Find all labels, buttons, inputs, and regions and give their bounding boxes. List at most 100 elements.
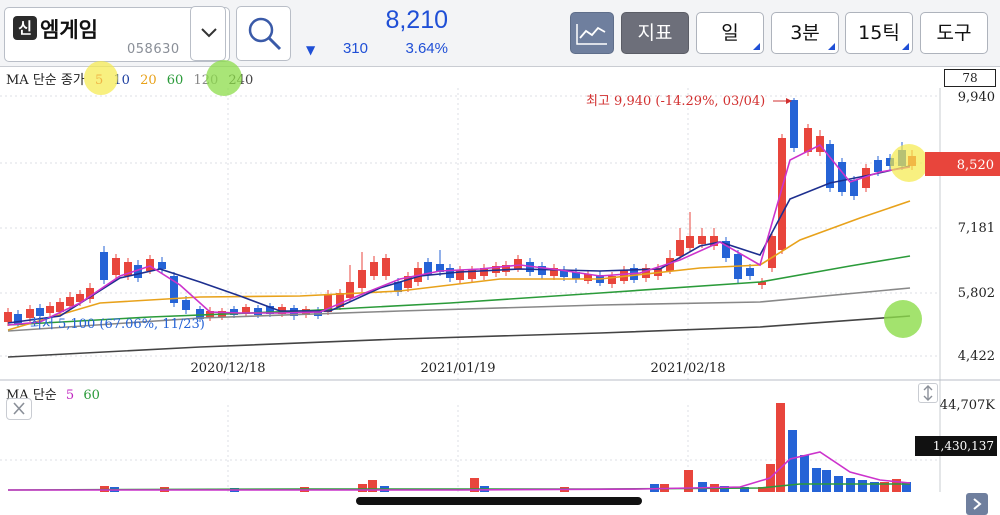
date-label: 2020/12/18 bbox=[191, 361, 266, 376]
volume-ma-period-5[interactable]: 5 bbox=[65, 388, 75, 403]
volume-ma5-line bbox=[8, 451, 911, 491]
candle bbox=[112, 258, 120, 275]
volume-bar bbox=[846, 478, 855, 492]
ma5-line bbox=[7, 143, 911, 326]
axis-top-value: 78 bbox=[944, 69, 996, 87]
volume-bar bbox=[892, 479, 901, 492]
candle bbox=[826, 144, 834, 188]
corner-indicator-icon bbox=[902, 43, 909, 50]
candle bbox=[572, 272, 580, 279]
volume-axis-max: 44,707K bbox=[940, 398, 995, 413]
candle bbox=[722, 241, 730, 258]
moving-average-lines bbox=[7, 143, 911, 358]
volume-bar bbox=[776, 403, 785, 492]
ma20-line bbox=[7, 200, 911, 331]
candle bbox=[170, 276, 178, 303]
highlight-marker bbox=[84, 61, 118, 95]
candle bbox=[242, 307, 250, 314]
current-price-tag bbox=[925, 152, 1000, 176]
candle bbox=[4, 312, 12, 322]
vertical-resize-icon bbox=[923, 385, 933, 401]
close-panel-button[interactable] bbox=[6, 398, 32, 420]
corner-indicator-icon bbox=[753, 43, 760, 50]
candle bbox=[758, 282, 766, 285]
period-minute-button[interactable]: 3분 bbox=[771, 12, 839, 54]
candle bbox=[14, 314, 22, 324]
line-chart-icon bbox=[576, 24, 607, 45]
stock-dropdown-button[interactable] bbox=[190, 6, 226, 61]
candle bbox=[86, 288, 94, 299]
volume-bar bbox=[740, 487, 749, 492]
volume-bar bbox=[684, 470, 693, 492]
volume-bar bbox=[880, 482, 889, 492]
candle bbox=[768, 236, 776, 268]
price-change-percent: 3.64% bbox=[405, 40, 448, 57]
header-toolbar: 신 엠게임 058630 8,210 ▼ 310 3.64% 지표 일 3분 1… bbox=[0, 0, 1000, 67]
candle bbox=[336, 293, 344, 307]
ma240-line bbox=[7, 315, 911, 358]
candle bbox=[666, 258, 674, 271]
candle bbox=[514, 259, 522, 269]
resize-panel-button[interactable] bbox=[918, 383, 938, 403]
candle bbox=[838, 162, 846, 192]
volume-bar bbox=[812, 468, 821, 492]
candle bbox=[76, 294, 84, 302]
volume-bar bbox=[788, 430, 797, 492]
candle bbox=[370, 262, 378, 276]
down-arrow-icon: ▼ bbox=[306, 43, 316, 57]
candle bbox=[538, 266, 546, 275]
candle bbox=[874, 160, 882, 172]
indicator-button[interactable]: 지표 bbox=[621, 12, 689, 54]
search-button[interactable] bbox=[236, 6, 291, 61]
volume-bar bbox=[870, 482, 879, 492]
volume-ma-lines bbox=[7, 451, 911, 491]
volume-bar bbox=[470, 478, 479, 492]
ma-period-60[interactable]: 60 bbox=[166, 73, 184, 88]
candle bbox=[266, 306, 274, 314]
candle bbox=[686, 236, 694, 248]
candle bbox=[36, 308, 44, 316]
volume-bar bbox=[822, 470, 831, 492]
candle bbox=[424, 262, 432, 275]
ma-period-20[interactable]: 20 bbox=[140, 73, 157, 88]
tools-button[interactable]: 도구 bbox=[920, 12, 988, 54]
candle bbox=[746, 268, 754, 276]
stock-code: 058630 bbox=[127, 42, 180, 57]
low-annotation: 최저 5,100 (67.06%, 11/23) bbox=[30, 317, 205, 332]
date-label: 2021/02/18 bbox=[651, 361, 726, 376]
candle bbox=[816, 136, 824, 152]
ma60-line bbox=[7, 255, 911, 326]
chart-type-button[interactable] bbox=[570, 12, 614, 54]
candle bbox=[480, 268, 488, 276]
chevron-right-icon bbox=[973, 498, 982, 510]
scroll-next-button[interactable] bbox=[966, 493, 988, 515]
period-tick-label: 15틱 bbox=[858, 22, 900, 44]
candle bbox=[100, 252, 108, 280]
volume-bar bbox=[800, 455, 809, 492]
candle bbox=[394, 282, 402, 292]
candle bbox=[134, 265, 142, 278]
current-price: 8,210 bbox=[385, 6, 448, 34]
page-indicator bbox=[478, 505, 524, 515]
horizontal-scrollbar[interactable] bbox=[356, 497, 642, 505]
ma-legend-prefix: MA 단순 종가 bbox=[6, 73, 85, 88]
volume-bar bbox=[358, 484, 367, 492]
volume-bar bbox=[368, 480, 377, 492]
period-tick-button[interactable]: 15틱 bbox=[845, 12, 913, 54]
candle bbox=[608, 276, 616, 284]
volume-ma-period-60[interactable]: 60 bbox=[83, 388, 100, 403]
candle bbox=[436, 264, 444, 272]
period-day-button[interactable]: 일 bbox=[696, 12, 764, 54]
chart-grid bbox=[0, 88, 940, 492]
candle bbox=[584, 274, 592, 281]
volume-bar bbox=[758, 487, 767, 492]
candle bbox=[620, 270, 628, 281]
chevron-down-icon bbox=[201, 28, 217, 38]
candle bbox=[314, 310, 322, 316]
ma10-line bbox=[7, 165, 911, 324]
candle bbox=[642, 268, 650, 278]
candle bbox=[324, 294, 332, 312]
price-axis-label: 5,802 bbox=[958, 286, 995, 301]
close-icon bbox=[13, 402, 25, 415]
